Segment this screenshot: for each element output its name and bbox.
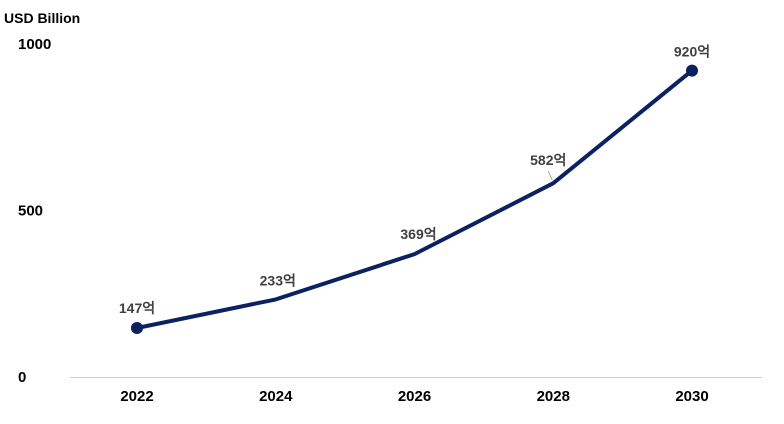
label-leader-line [547,170,553,181]
series-marker [131,322,143,335]
data-label: 920억 [674,44,710,60]
series-marker [686,64,698,77]
label-leader-lines [547,170,553,181]
x-axis-ticks: 2022 2024 2026 2028 2030 [120,388,708,405]
y-tick-label: 0 [18,369,26,386]
x-tick-label: 2030 [675,388,708,405]
data-label: 233억 [260,272,296,288]
data-label: 582억 [530,152,566,168]
series-markers [131,64,698,335]
y-axis-label: USD Billion [4,10,80,26]
y-tick-label: 500 [18,203,43,220]
data-label: 147억 [119,300,155,316]
x-tick-label: 2028 [537,388,570,405]
x-tick-label: 2024 [259,388,293,405]
y-axis-ticks: 0 500 1000 [18,36,51,386]
data-label: 369억 [400,226,436,242]
series-line [135,68,694,330]
x-tick-label: 2026 [398,388,431,405]
y-tick-label: 1000 [18,36,51,53]
data-labels: 147억 233억 369억 582억 920억 [119,44,710,316]
x-tick-label: 2022 [120,388,153,405]
